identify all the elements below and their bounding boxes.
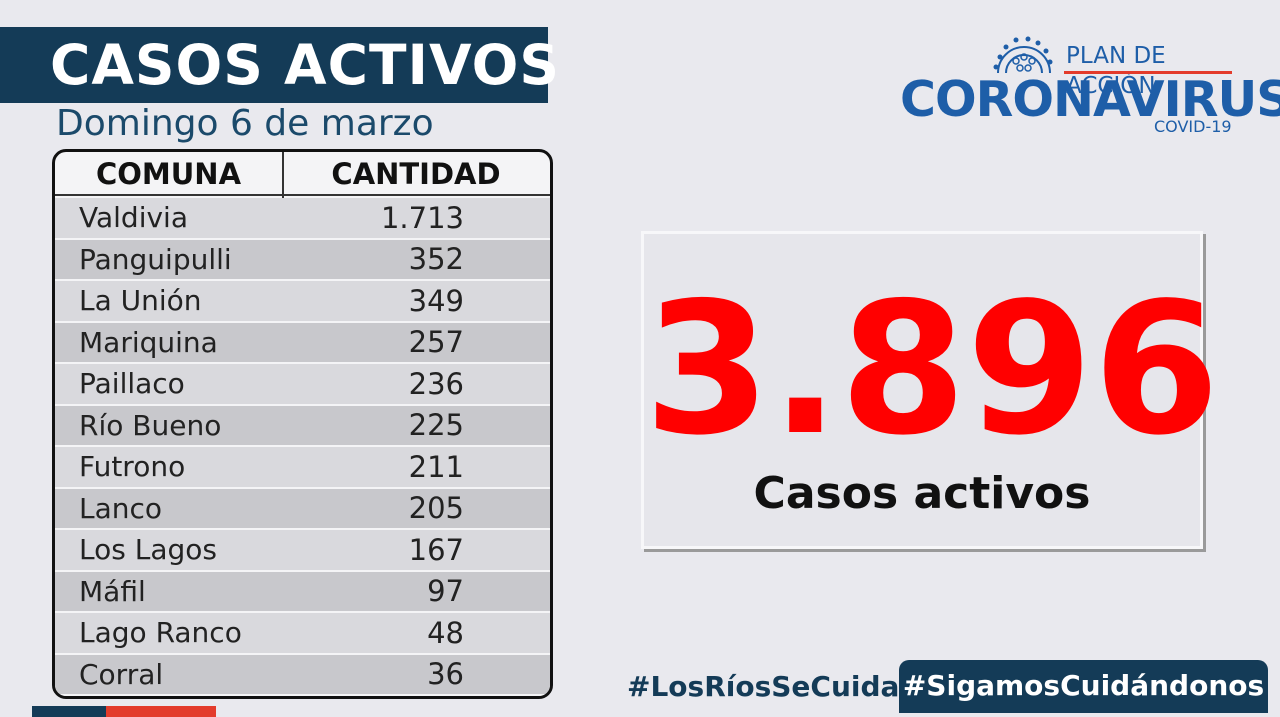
cantidad-cell: 205 — [408, 491, 464, 526]
logo-main-text: CORONAVIRUS — [900, 71, 1280, 128]
cantidad-cell: 352 — [408, 242, 464, 277]
table-row: Lanco 205 — [55, 488, 550, 530]
total-cases-label: Casos activos — [753, 468, 1091, 519]
cantidad-cell: 349 — [408, 283, 464, 318]
total-cases-number: 3.896 — [644, 263, 1220, 475]
table-row: La Unión 349 — [55, 281, 550, 323]
table-row: Valdivia 1.713 — [55, 198, 550, 240]
logo-underline — [1064, 71, 1232, 74]
table-body: Valdivia 1.713 Panguipulli 352 La Unión … — [55, 198, 550, 696]
comuna-cell: Lago Ranco — [79, 616, 242, 650]
header-cantidad: CANTIDAD — [331, 157, 501, 191]
cantidad-cell: 236 — [408, 366, 464, 401]
coronavirus-logo: PLAN DE ACCIÓN CORONAVIRUS COVID-19 — [900, 35, 1280, 145]
flag-stripe-red — [106, 706, 216, 717]
total-panel: 3.896 Casos activos — [641, 231, 1220, 549]
comuna-cell: Panguipulli — [79, 242, 232, 276]
logo-covid-text: COVID-19 — [1154, 117, 1232, 136]
comuna-cell: Lanco — [79, 491, 163, 525]
comuna-cell: Los Lagos — [79, 533, 217, 567]
table-row: Máfil 97 — [55, 571, 550, 613]
cases-table: COMUNA CANTIDAD Valdivia 1.713 Panguipul… — [52, 149, 553, 699]
cantidad-cell: 211 — [408, 449, 464, 484]
table-row: Mariquina 257 — [55, 322, 550, 364]
comuna-cell: Mariquina — [79, 325, 218, 359]
hashtag-banner: #SigamosCuidándonos — [899, 660, 1268, 713]
table-row: Futrono 211 — [55, 447, 550, 489]
comuna-cell: Valdivia — [79, 201, 188, 235]
table-row: Paillaco 236 — [55, 364, 550, 406]
title-band — [0, 27, 548, 103]
comuna-cell: Paillaco — [79, 367, 185, 401]
cantidad-cell: 36 — [427, 657, 464, 692]
cantidad-cell: 48 — [427, 615, 464, 650]
cantidad-cell: 167 — [408, 532, 464, 567]
comuna-cell: Río Bueno — [79, 408, 222, 442]
logo-plan-text: PLAN DE ACCIÓN — [1066, 43, 1166, 99]
table-row: Panguipulli 352 — [55, 239, 550, 281]
comuna-cell: Corral — [79, 657, 164, 691]
table-row: Lago Ranco 48 — [55, 613, 550, 655]
cantidad-cell: 1.713 — [380, 200, 464, 235]
page-title: CASOS ACTIVOS — [50, 33, 560, 97]
virus-icon — [993, 36, 1053, 74]
table-row: Corral 36 — [55, 654, 550, 696]
table-header: COMUNA CANTIDAD — [55, 152, 550, 196]
date-subtitle: Domingo 6 de marzo — [56, 103, 434, 144]
hashtag-los-rios: #LosRíosSeCuida — [627, 670, 900, 703]
comuna-cell: Máfil — [79, 574, 146, 608]
header-comuna: COMUNA — [95, 157, 242, 191]
cantidad-cell: 257 — [408, 325, 464, 360]
flag-stripe-blue — [32, 706, 106, 717]
comuna-cell: La Unión — [79, 284, 202, 318]
comuna-cell: Futrono — [79, 450, 186, 484]
cantidad-cell: 97 — [427, 574, 464, 609]
hashtag-sigamos: #SigamosCuidándonos — [902, 669, 1265, 702]
table-row: Río Bueno 225 — [55, 405, 550, 447]
table-row: Los Lagos 167 — [55, 530, 550, 572]
cantidad-cell: 225 — [408, 408, 464, 443]
